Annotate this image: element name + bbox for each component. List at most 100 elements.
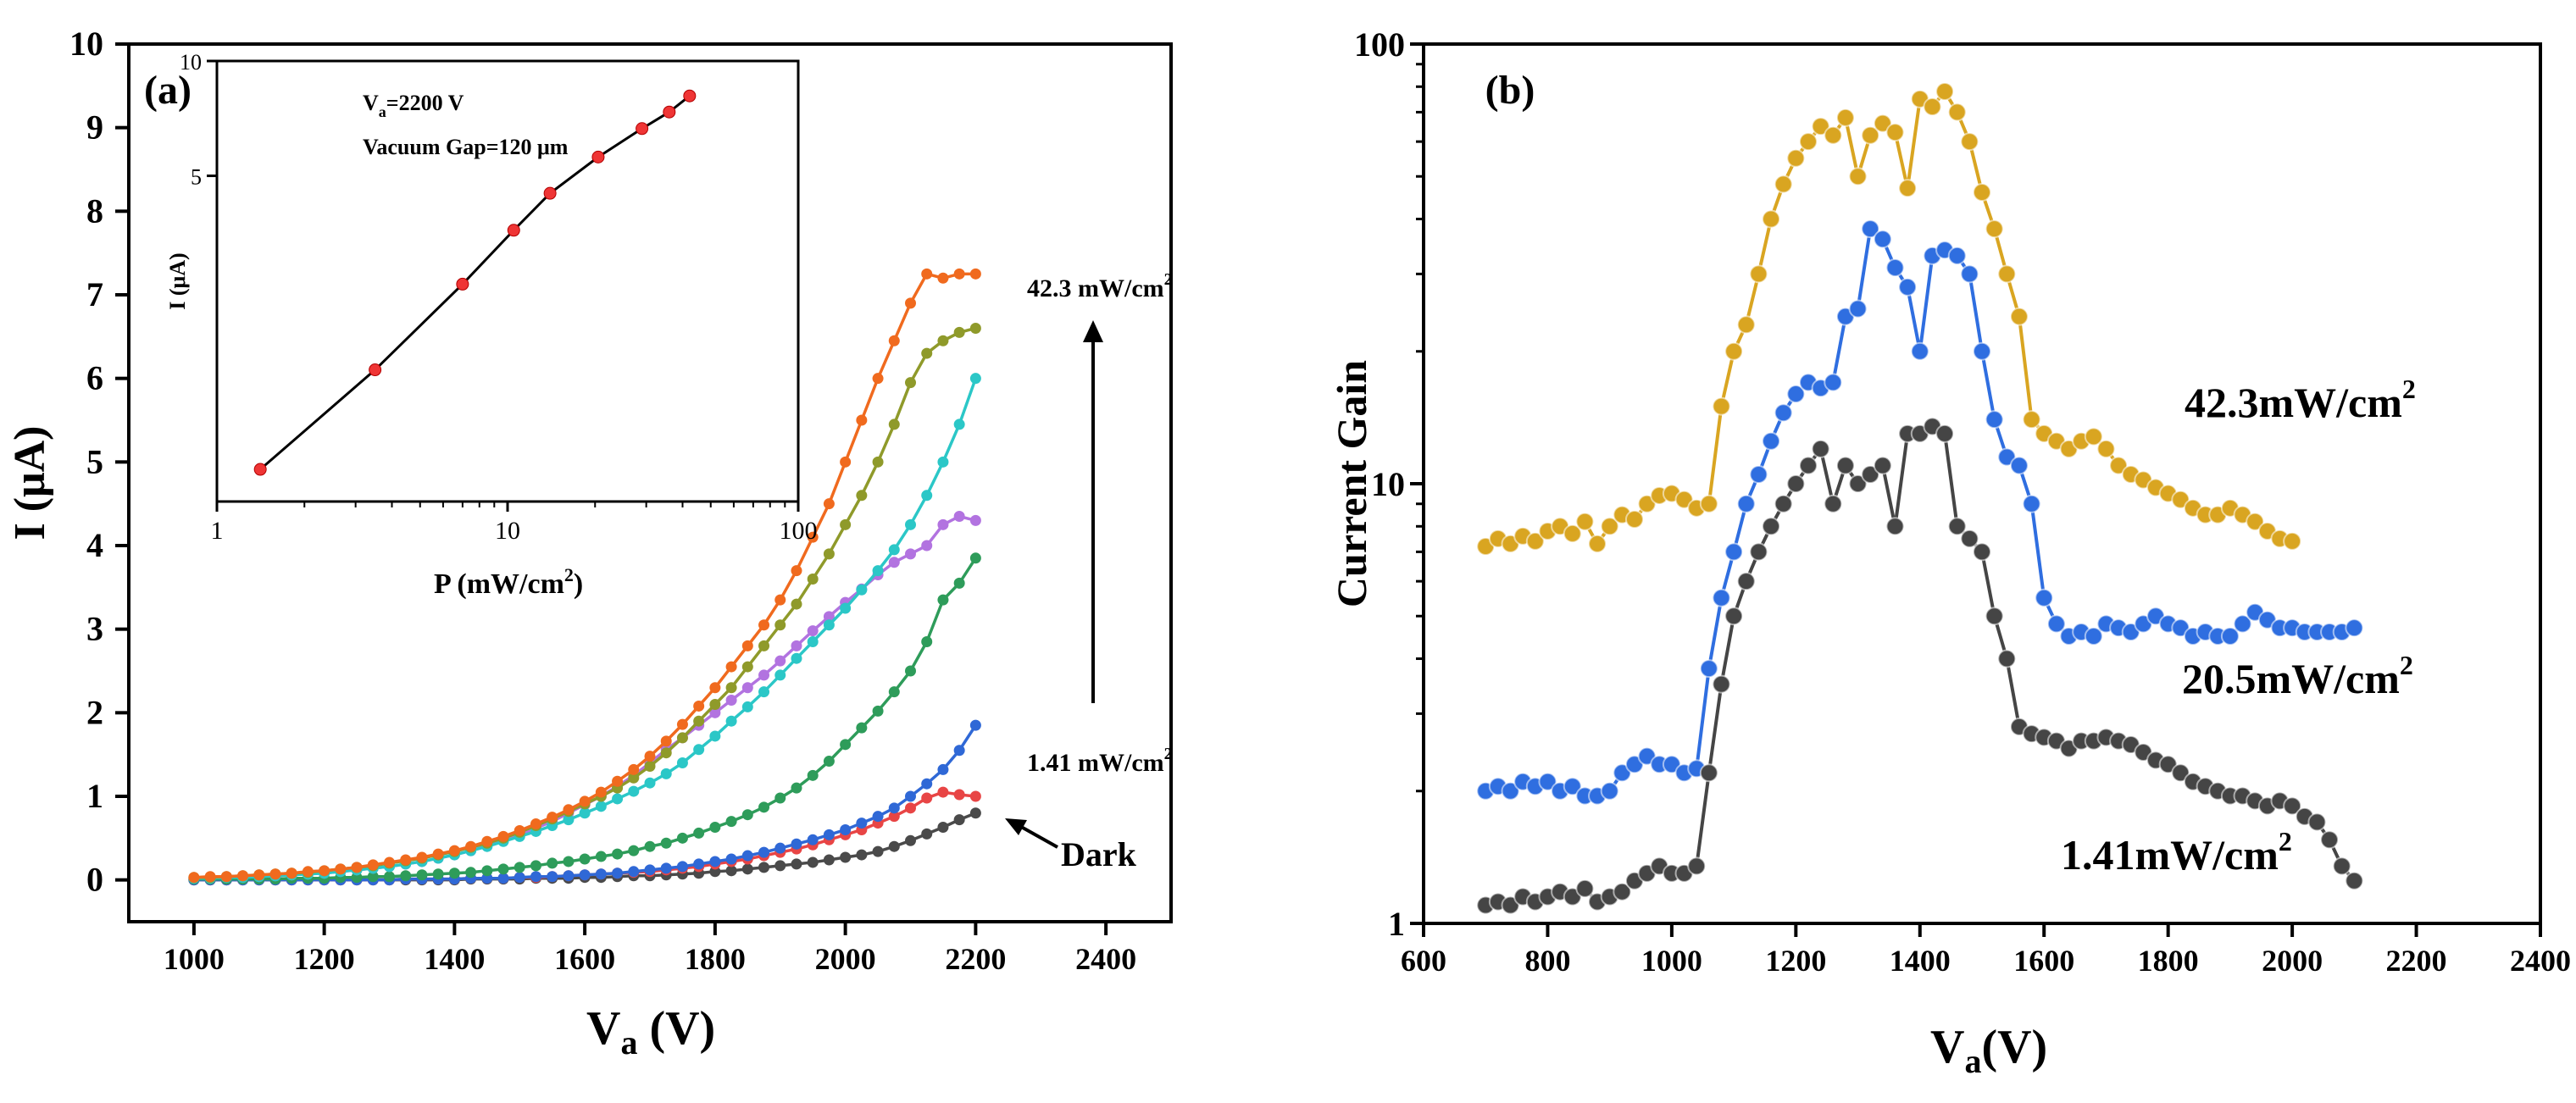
y-tick-label: 10 xyxy=(69,25,103,63)
inset-x-tick-label: 100 xyxy=(780,517,818,545)
data-point xyxy=(872,845,884,857)
data-point xyxy=(253,869,265,881)
annotation-bottom-sup: 2 xyxy=(1164,745,1173,763)
inset-x-label-unit: (mW/cm xyxy=(457,568,564,600)
data-point xyxy=(1600,781,1619,801)
data-point xyxy=(937,822,949,834)
data-point xyxy=(644,777,656,789)
data-point xyxy=(2283,796,2302,816)
data-point xyxy=(319,865,330,877)
x-tick-label: 600 xyxy=(1401,944,1446,978)
data-point xyxy=(1985,410,2004,430)
data-point xyxy=(1762,431,1781,451)
data-point xyxy=(791,782,802,794)
data-point xyxy=(888,557,900,568)
x-tick-label: 2000 xyxy=(815,942,876,976)
annotation-top-sup: 2 xyxy=(1164,270,1173,289)
data-point xyxy=(1885,258,1905,277)
data-point xyxy=(1724,607,1744,626)
panel-label: (a) xyxy=(144,68,192,113)
data-point xyxy=(969,790,981,802)
data-point xyxy=(953,326,965,338)
x-tick-label: 1800 xyxy=(2138,944,2199,978)
data-point xyxy=(1774,175,1793,194)
data-point xyxy=(1762,209,1781,229)
data-point xyxy=(465,840,477,852)
inset-data-point xyxy=(591,150,605,164)
inset-condition-rest: =2200 V xyxy=(386,91,464,115)
data-point xyxy=(579,869,591,881)
data-point xyxy=(367,871,379,883)
inset-condition-v: V xyxy=(363,91,379,115)
dark-label: Dark xyxy=(1061,835,1137,873)
data-point xyxy=(644,864,656,876)
x-axis-label: Va (V) xyxy=(586,1002,715,1061)
panel-a: 1000 1200 1400 1600 1800 2000 2200 2400 0 1 2 3 4 5 6 7… xyxy=(6,25,1173,1061)
data-point xyxy=(660,768,672,779)
data-point xyxy=(937,272,949,284)
data-point xyxy=(791,565,802,577)
data-point xyxy=(840,518,852,530)
data-point xyxy=(725,853,737,865)
data-point xyxy=(888,686,900,698)
data-point xyxy=(1960,264,1979,284)
inset-condition-sub: a xyxy=(379,103,386,120)
data-point xyxy=(481,873,493,884)
data-point xyxy=(969,807,981,819)
data-point xyxy=(807,769,819,781)
data-point xyxy=(530,818,541,830)
data-point xyxy=(1923,97,1942,117)
data-point xyxy=(400,854,412,866)
series-label-sup: 2 xyxy=(2402,374,2416,404)
data-point xyxy=(823,619,835,631)
inset-x-label-main: P xyxy=(434,568,457,600)
inset-data-point xyxy=(253,463,267,476)
data-point xyxy=(921,828,933,840)
data-point xyxy=(547,871,558,883)
data-point xyxy=(905,790,916,802)
data-point xyxy=(1848,474,1868,493)
data-point xyxy=(1749,264,1768,284)
data-point xyxy=(921,792,933,804)
data-point xyxy=(1749,542,1768,562)
data-point xyxy=(1885,517,1905,536)
data-point xyxy=(1898,179,1918,198)
data-point xyxy=(937,456,949,468)
data-point xyxy=(676,757,688,769)
data-point xyxy=(1774,403,1793,423)
data-point xyxy=(2233,614,2252,634)
data-point xyxy=(840,823,852,835)
data-point xyxy=(969,322,981,334)
data-point xyxy=(676,832,688,844)
data-point xyxy=(2171,763,2190,783)
data-point xyxy=(1736,494,1756,513)
data-point xyxy=(1973,341,1991,361)
y-tick-label: 1 xyxy=(86,777,103,815)
data-point xyxy=(741,863,753,875)
annotation-bottom: 1.41 mW/cm2 xyxy=(1027,745,1173,777)
data-point xyxy=(2332,856,2351,876)
data-point xyxy=(840,739,852,751)
data-point xyxy=(400,870,412,882)
data-point xyxy=(953,789,965,801)
data-point xyxy=(1575,879,1595,898)
series-label-text: 20.5mW/cm xyxy=(2182,655,2400,702)
data-point xyxy=(905,834,916,846)
data-point xyxy=(660,837,672,849)
data-point xyxy=(2345,618,2364,638)
data-point xyxy=(367,859,379,871)
x-tick-label: 2200 xyxy=(2386,944,2447,978)
data-point xyxy=(612,775,624,787)
x-tick-label: 1200 xyxy=(294,942,355,976)
y-tick-label: 0 xyxy=(86,861,103,899)
y-tick-label: 2 xyxy=(86,693,103,731)
data-point xyxy=(1724,341,1744,361)
x-tick-label: 800 xyxy=(1524,944,1570,978)
data-point xyxy=(758,801,770,813)
data-point xyxy=(709,856,721,867)
data-point xyxy=(921,540,933,552)
data-point xyxy=(791,598,802,610)
data-point xyxy=(823,829,835,840)
data-point xyxy=(888,840,900,852)
series-line-0 xyxy=(1485,88,2293,548)
